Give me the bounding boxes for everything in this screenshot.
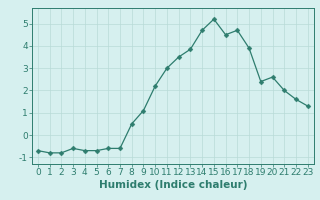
X-axis label: Humidex (Indice chaleur): Humidex (Indice chaleur) bbox=[99, 180, 247, 190]
